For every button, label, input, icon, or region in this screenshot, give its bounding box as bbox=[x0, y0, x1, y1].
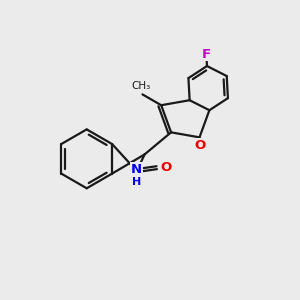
Text: N: N bbox=[131, 163, 142, 176]
Text: F: F bbox=[202, 48, 211, 61]
Text: H: H bbox=[132, 177, 141, 187]
Text: O: O bbox=[160, 161, 171, 174]
Text: O: O bbox=[194, 139, 205, 152]
Text: CH₃: CH₃ bbox=[131, 81, 151, 91]
